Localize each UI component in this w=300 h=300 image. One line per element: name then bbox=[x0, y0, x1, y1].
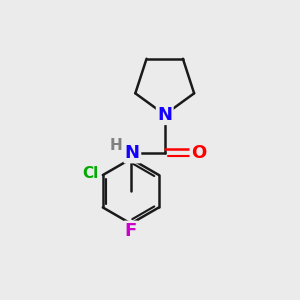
Text: O: O bbox=[191, 144, 206, 162]
Text: N: N bbox=[157, 106, 172, 124]
Text: H: H bbox=[109, 138, 122, 153]
Text: N: N bbox=[125, 144, 140, 162]
Text: F: F bbox=[125, 222, 137, 240]
Text: Cl: Cl bbox=[82, 166, 99, 181]
